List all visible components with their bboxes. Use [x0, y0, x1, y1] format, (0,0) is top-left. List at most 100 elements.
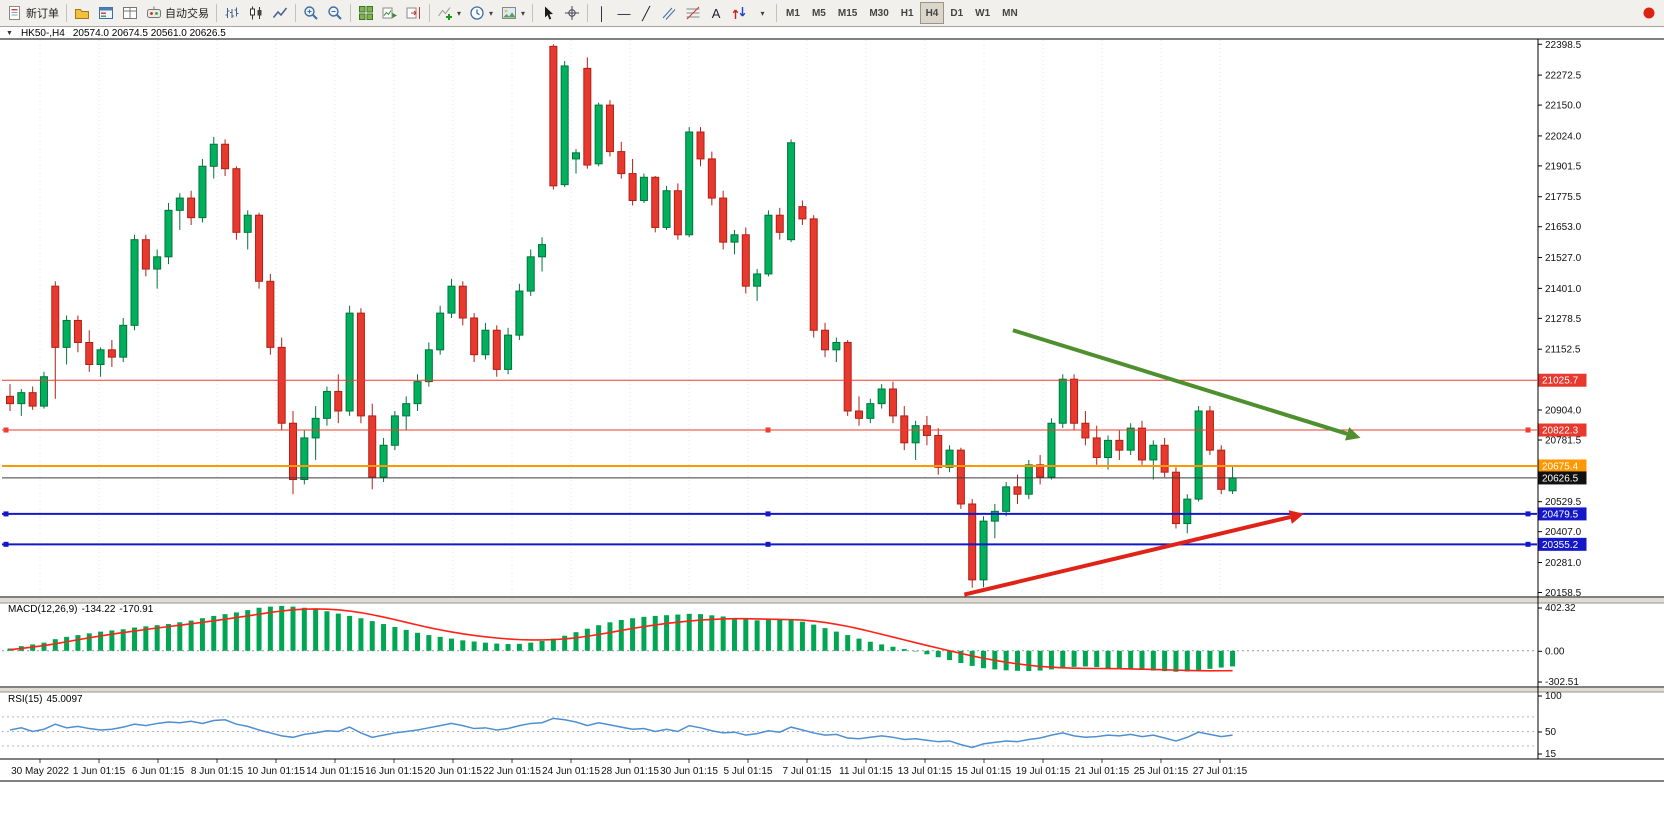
market-watch-button[interactable] [94, 2, 118, 24]
candle-body [1183, 498, 1192, 525]
templates-button[interactable]: ▾ [497, 2, 529, 24]
line-handle[interactable] [1525, 541, 1531, 547]
timeframe-m5[interactable]: M5 [806, 2, 832, 24]
line-handle[interactable] [3, 541, 9, 547]
time-axis-label: 27 Jul 01:15 [1193, 766, 1248, 777]
trend-arrow[interactable] [1012, 328, 1348, 436]
trend-arrow-head[interactable] [1288, 510, 1304, 524]
time-axis-label: 20 Jun 01:15 [424, 766, 482, 777]
cursor-button[interactable] [536, 2, 560, 24]
crosshair-button[interactable] [560, 2, 584, 24]
record-button[interactable] [1637, 2, 1661, 24]
candle-body [85, 341, 94, 366]
vertical-line-button[interactable]: │ [591, 2, 613, 24]
rsi-label: RSI(15) 45.0097 [8, 694, 87, 705]
bar-chart-button[interactable] [220, 2, 244, 24]
timeframe-toolbar: M1 M5 M15 M30 H1 H4 D1 W1 MN [780, 2, 1024, 24]
timeframe-m30[interactable]: M30 [863, 2, 894, 24]
auto-scroll-button[interactable] [378, 2, 402, 24]
line-chart-button[interactable] [268, 2, 292, 24]
profiles-button[interactable] [70, 2, 94, 24]
candle-body [764, 214, 773, 275]
chart-shift-button[interactable] [402, 2, 426, 24]
trend-arrow[interactable] [963, 515, 1291, 597]
time-axis-label: 5 Jul 01:15 [724, 766, 773, 777]
price-axis-label: 22150.0 [1545, 101, 1582, 112]
tile-windows-button[interactable] [354, 2, 378, 24]
candle-body [96, 349, 105, 366]
candle-body [1047, 422, 1056, 478]
timeframe-h1[interactable]: H1 [895, 2, 920, 24]
rsi-axis-label: 15 [1545, 749, 1557, 760]
candle-body [198, 165, 207, 219]
candle-body [617, 151, 626, 175]
line-handle[interactable] [765, 511, 771, 517]
rsi-value: 45.0097 [46, 694, 83, 705]
macd-signal-line [9, 608, 1233, 672]
channel-button[interactable] [657, 2, 681, 24]
timeframe-w1[interactable]: W1 [969, 2, 996, 24]
candle-body [832, 341, 841, 351]
zoom-out-button[interactable] [323, 2, 347, 24]
time-axis-label: 16 Jun 01:15 [365, 766, 423, 777]
timeframe-mn[interactable]: MN [996, 2, 1024, 24]
data-window-button[interactable] [118, 2, 142, 24]
chart-title-bar: ▼ HK50-,H4 20574.0 20674.5 20561.0 20626… [0, 27, 226, 39]
price-badge-label: 21025.7 [1542, 376, 1579, 387]
indicators-icon [438, 7, 452, 20]
candle-body [673, 190, 682, 236]
trendline-button[interactable]: ╱ [635, 2, 657, 24]
panel-splitter[interactable] [0, 688, 1664, 692]
candle-body [990, 510, 999, 522]
zoom-in-button[interactable] [299, 2, 323, 24]
macd-axis-label: -302.51 [1545, 677, 1579, 688]
chart-dropdown-icon[interactable]: ▼ [6, 29, 13, 37]
timeframe-m1[interactable]: M1 [780, 2, 806, 24]
candle-body [175, 197, 184, 211]
candle-body [356, 312, 365, 417]
crosshair-icon [565, 6, 580, 20]
timeframe-d1[interactable]: D1 [944, 2, 969, 24]
time-axis-label: 19 Jul 01:15 [1016, 766, 1071, 777]
panel-splitter[interactable] [0, 598, 1664, 603]
candle-body [1070, 378, 1079, 424]
candlestick-chart-button[interactable] [244, 2, 268, 24]
arrows-button[interactable] [727, 2, 751, 24]
line-handle[interactable] [1525, 427, 1531, 433]
candlestick-chart-icon [250, 6, 262, 20]
candle-body [787, 142, 796, 241]
price-axis-label: 21278.5 [1545, 314, 1582, 325]
line-handle[interactable] [1525, 511, 1531, 517]
line-handle[interactable] [3, 511, 9, 517]
candle-body [605, 104, 614, 153]
candle-body [1081, 422, 1090, 439]
timeframe-h4[interactable]: H4 [919, 2, 945, 24]
candle-body [345, 312, 354, 412]
line-handle[interactable] [765, 427, 771, 433]
autotrading-button[interactable]: 自动交易 [142, 2, 213, 24]
candle-body [1036, 464, 1045, 478]
price-badge [1538, 471, 1587, 485]
line-handle[interactable] [3, 427, 9, 433]
candle-body [334, 390, 343, 412]
fibonacci-button[interactable] [681, 2, 705, 24]
price-badge [1538, 423, 1587, 437]
macd-value-signal: -170.91 [119, 604, 154, 615]
time-axis-label: 22 Jun 01:15 [483, 766, 541, 777]
chart-shift-icon [406, 7, 420, 19]
horizontal-line-button[interactable]: — [613, 2, 635, 24]
periods-button[interactable]: ▾ [465, 2, 497, 24]
price-badge-label: 20626.5 [1542, 473, 1579, 484]
candle-body [107, 349, 116, 358]
equidistant-channel-icon [662, 7, 676, 20]
new-order-button[interactable]: 新订单 [3, 2, 63, 24]
indicators-button[interactable]: ▾ [433, 2, 465, 24]
timeframe-m15[interactable]: M15 [832, 2, 863, 24]
price-axis-label: 22024.0 [1545, 131, 1582, 142]
trend-arrow-head[interactable] [1345, 427, 1361, 441]
shapes-dropdown-button[interactable]: ▾ [751, 2, 773, 24]
price-badge [1538, 507, 1587, 521]
text-button[interactable]: A [705, 2, 727, 24]
line-handle[interactable] [765, 541, 771, 547]
